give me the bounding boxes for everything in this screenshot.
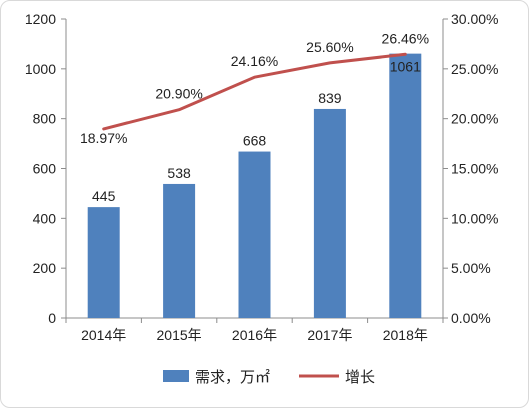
- x-tick-label: 2017年: [307, 327, 352, 343]
- y-left-tick-label: 1200: [25, 11, 56, 27]
- bar: [163, 183, 196, 318]
- line-data-label: 24.16%: [231, 53, 278, 69]
- bar-data-label: 445: [92, 188, 116, 204]
- legend-line-label: 增长: [345, 369, 375, 386]
- y-right-tick-label: 25.00%: [451, 61, 498, 77]
- bar: [238, 151, 271, 318]
- x-tick-label: 2014年: [81, 327, 126, 343]
- y-left-tick-label: 200: [33, 260, 57, 276]
- y-left-tick-label: 800: [33, 111, 57, 127]
- bar: [313, 108, 346, 319]
- y-right-tick-label: 15.00%: [451, 161, 498, 177]
- growth-line: [102, 52, 407, 131]
- line-data-label: 25.60%: [306, 39, 353, 55]
- bar-data-label: 538: [167, 165, 191, 181]
- legend-bar-label: 需求，万㎡: [195, 369, 270, 386]
- y-left-tick-label: 0: [48, 310, 56, 326]
- y-right-tick-label: 0.00%: [451, 310, 491, 326]
- y-right-tick-label: 30.00%: [451, 11, 498, 27]
- x-tick-label: 2016年: [232, 327, 277, 343]
- legend-bar-swatch: [163, 370, 189, 382]
- x-tick-label: 2018年: [383, 327, 428, 343]
- bar-data-label: 668: [243, 133, 267, 149]
- bar-data-label: 839: [318, 90, 342, 106]
- y-left-tick-label: 600: [33, 161, 57, 177]
- bar: [389, 53, 422, 319]
- y-right-tick-label: 20.00%: [451, 111, 498, 127]
- y-right-tick-label: 10.00%: [451, 210, 498, 226]
- bar-data-label: 1061: [390, 59, 421, 75]
- line-data-label: 18.97%: [80, 130, 127, 146]
- y-left-tick-label: 400: [33, 210, 57, 226]
- bar: [87, 207, 120, 318]
- line-data-label: 20.90%: [155, 86, 202, 102]
- x-tick-label: 2015年: [157, 327, 202, 343]
- y-right-tick-label: 5.00%: [451, 260, 491, 276]
- line-data-label: 26.46%: [382, 30, 429, 46]
- y-left-tick-label: 1000: [25, 61, 56, 77]
